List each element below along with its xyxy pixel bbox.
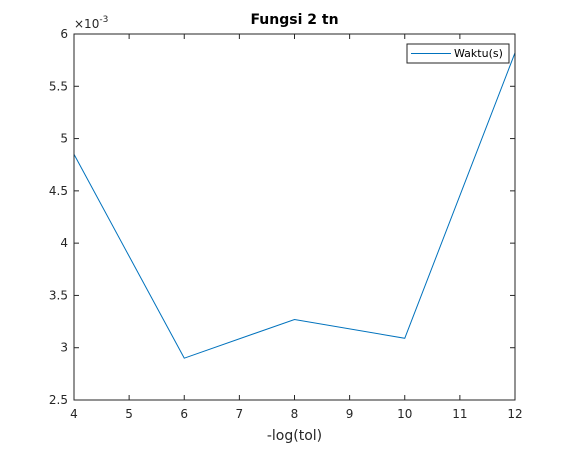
series-layer bbox=[73, 52, 516, 359]
x-tick-label: 6 bbox=[180, 407, 188, 421]
x-tick-label: 4 bbox=[70, 407, 78, 421]
legend-entry-waktu: Waktu(s) bbox=[454, 47, 503, 60]
plot-frame bbox=[73, 33, 516, 401]
legend: Waktu(s) bbox=[406, 43, 510, 64]
legend-box bbox=[406, 43, 510, 64]
y-tick-label: 5 bbox=[60, 132, 68, 146]
x-tick-label: 8 bbox=[291, 407, 299, 421]
y-tick-label: 6 bbox=[60, 27, 68, 41]
x-tick-label: 11 bbox=[452, 407, 467, 421]
x-tick-label: 7 bbox=[236, 407, 244, 421]
x-tick-label: 12 bbox=[507, 407, 522, 421]
x-tick-label: 9 bbox=[346, 407, 354, 421]
y-tick-label: 4.5 bbox=[49, 184, 68, 198]
x-axis-label: -log(tol) bbox=[267, 428, 322, 444]
y-tick-label: 3.5 bbox=[49, 288, 68, 302]
y-scale-exponent: -3 bbox=[99, 15, 108, 25]
x-tick-label: 10 bbox=[397, 407, 412, 421]
axis-ticks: 4 5 6 7 8 9 10 11 12 2.5 3 3.5 4 4.5 5 5.5 6 bbox=[49, 27, 523, 421]
y-scale-base: ×10 bbox=[74, 17, 99, 31]
y-tick-label: 5.5 bbox=[49, 79, 68, 93]
y-axis-scale-factor: ×10-3 bbox=[74, 15, 108, 31]
chart-title: Fungsi 2 tn bbox=[250, 12, 338, 28]
y-tick-label: 2.5 bbox=[49, 393, 68, 407]
x-tick-label: 5 bbox=[125, 407, 133, 421]
y-tick-label: 3 bbox=[60, 341, 68, 355]
series-line-0 bbox=[73, 52, 516, 359]
y-tick-label: 4 bbox=[60, 236, 68, 250]
